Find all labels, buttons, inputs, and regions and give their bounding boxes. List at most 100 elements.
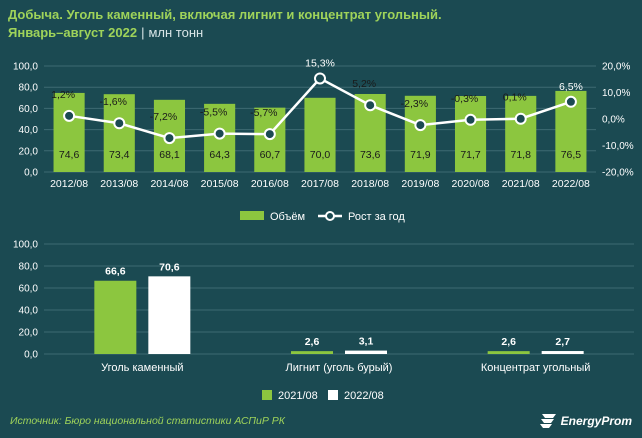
series-bar-2022/08 — [148, 276, 191, 354]
growth-point — [314, 72, 326, 85]
chart-header: Добыча. Уголь каменный, включая лигнит и… — [8, 6, 442, 42]
bar-value-label: 64,3 — [209, 149, 230, 161]
bar-value-label: 71,8 — [511, 149, 532, 161]
growth-value-label: 5,2% — [352, 78, 376, 90]
legend-label-bar: Объём — [270, 211, 305, 223]
volume-bar — [103, 94, 135, 172]
growth-point — [163, 132, 176, 145]
y2-tick-label: 10,0% — [602, 88, 630, 99]
growth-point — [213, 127, 226, 140]
growth-point — [564, 95, 577, 108]
growth-value-label: -0,3% — [451, 93, 478, 105]
volume-growth-chart: 0,0 20,0 40,0 60,0 80,0 100,0 -20,0% -10,0% 0,0%… — [13, 57, 634, 223]
bar-value-label: 2,7 — [555, 336, 570, 348]
x-tick-label: 2022/08 — [552, 178, 590, 190]
growth-value-label: 1,2% — [51, 89, 75, 101]
bar-value-label: 66,6 — [105, 266, 126, 278]
legend-label-line: Рост за год — [348, 211, 405, 223]
growth-value-label: 0,1% — [503, 92, 527, 104]
volume-bar — [304, 97, 336, 172]
growth-value-label: 6,5% — [559, 81, 583, 93]
growth-value-label: -1,6% — [100, 96, 127, 108]
energyprom-logo: EnergyProm — [539, 412, 632, 430]
x-tick-label: 2020/08 — [452, 178, 490, 190]
y-tick-label: 40,0 — [19, 306, 39, 317]
series-bar-2021/08 — [487, 351, 530, 354]
growth-value-label: 15,3% — [305, 57, 335, 69]
x-tick-label: 2015/08 — [201, 178, 239, 190]
unit-label: млн тонн — [148, 25, 204, 40]
y-tick-label: 100,0 — [13, 240, 38, 251]
x-tick-label: Концентрат угольный — [481, 362, 591, 374]
bar-value-label: 73,4 — [109, 149, 130, 161]
x-tick-label: 2013/08 — [100, 178, 138, 190]
y2-tick-label: 0,0% — [602, 115, 625, 126]
x-tick-label: 2019/08 — [401, 178, 439, 190]
series-bar-2022/08 — [541, 351, 584, 354]
bar-value-label: 70,6 — [159, 261, 180, 273]
coal-types-chart: 0,0 20,0 40,0 60,0 80,0 100,0 66,6 70,6 Уголь ка… — [13, 240, 634, 402]
bar-value-label: 60,7 — [260, 149, 281, 161]
bar-value-label: 73,6 — [360, 149, 381, 161]
series-bar-2021/08 — [291, 351, 333, 354]
legend-swatch-bar — [240, 211, 264, 220]
growth-value-label: -7,2% — [150, 111, 177, 123]
bar-value-label: 2,6 — [305, 336, 320, 348]
x-tick-label: Уголь каменный — [101, 362, 183, 374]
x-tick-label: 2018/08 — [351, 178, 389, 190]
legend-label-2021: 2021/08 — [278, 390, 318, 402]
growth-point — [464, 113, 477, 126]
bar-value-label: 70,0 — [310, 149, 331, 161]
footer: Источник: Бюро национальной статистики А… — [0, 410, 642, 438]
y-tick-label: 0,0 — [24, 168, 38, 179]
growth-point — [364, 99, 377, 112]
x-tick-label: Лигнит (уголь бурый) — [286, 362, 393, 374]
legend-swatch-2022 — [328, 390, 338, 400]
growth-point — [63, 109, 76, 122]
y-tick-label: 80,0 — [19, 262, 39, 273]
legend-label-2022: 2022/08 — [344, 390, 384, 402]
x-tick-label: 2012/08 — [50, 178, 88, 190]
growth-point — [514, 112, 527, 125]
volume-bar — [53, 92, 85, 172]
y-tick-label: 20,0 — [19, 146, 39, 157]
growth-value-label: -5,5% — [200, 107, 227, 119]
legend-marker-line — [325, 211, 335, 221]
y2-tick-label: -20,0% — [602, 168, 634, 179]
y-tick-label: 100,0 — [13, 62, 38, 73]
period-label: Январь–август 2022 — [8, 25, 138, 40]
legend-swatch-2021 — [262, 390, 272, 400]
x-tick-label: 2021/08 — [502, 178, 540, 190]
y-tick-label: 20,0 — [19, 328, 39, 339]
growth-point — [113, 117, 126, 130]
source-note: Источник: Бюро национальной статистики А… — [10, 415, 285, 427]
bar-value-label: 71,7 — [460, 149, 481, 161]
bar-value-label: 71,9 — [410, 149, 431, 161]
x-tick-label: 2014/08 — [150, 178, 188, 190]
y-tick-label: 60,0 — [19, 284, 39, 295]
growth-point — [414, 119, 427, 132]
separator: | — [141, 25, 145, 40]
growth-point — [263, 128, 276, 141]
volume-bar — [404, 95, 436, 172]
bar-value-label: 76,5 — [561, 149, 582, 161]
volume-bar — [505, 95, 537, 172]
logo-text: EnergyProm — [560, 414, 632, 428]
x-tick-label: 2016/08 — [251, 178, 289, 190]
x-tick-label: 2017/08 — [301, 178, 339, 190]
chart-title: Добыча. Уголь каменный, включая лигнит и… — [8, 7, 442, 22]
y-tick-label: 40,0 — [19, 125, 39, 136]
growth-value-label: -2,3% — [401, 98, 428, 110]
y-tick-label: 0,0 — [24, 350, 38, 361]
y-tick-label: 60,0 — [19, 104, 39, 115]
bar-value-label: 68,1 — [159, 149, 180, 161]
logo-mark-icon — [539, 414, 556, 428]
bar-value-label: 2,6 — [501, 336, 516, 348]
series-bar-2022/08 — [345, 350, 387, 354]
y-tick-label: 80,0 — [19, 83, 39, 94]
bar-value-label: 3,1 — [359, 336, 374, 348]
series-bar-2021/08 — [94, 280, 137, 354]
y2-tick-label: -10,0% — [602, 141, 634, 152]
y2-tick-label: 20,0% — [602, 62, 630, 73]
chart-subtitle: Январь–август 2022 | млн тонн — [8, 24, 442, 42]
